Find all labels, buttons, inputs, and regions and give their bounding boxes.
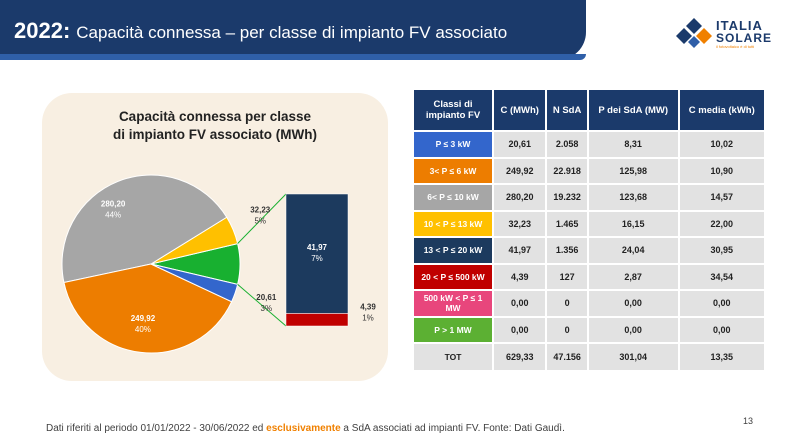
slice-pct-label-1: 40% [135, 325, 151, 334]
connector-bottom [237, 284, 287, 327]
table-cell-p: 0,00 [586, 289, 680, 318]
table-cell-n: 0 [545, 315, 589, 344]
table-cell-c: 4,39 [491, 262, 548, 291]
table-cell-n: 0 [545, 289, 589, 318]
table-cell-c: 20,61 [491, 130, 548, 159]
header-classi: Classi di impianto FV [412, 88, 494, 132]
bar-value-label-5: 4,39 [360, 303, 376, 312]
table-cell-n: 19.232 [545, 183, 589, 212]
table-cell-c: 41,97 [491, 236, 548, 265]
table-total-row: TOT 629,33 47.156 301,04 13,35 [412, 342, 767, 372]
table-cell-cm: 30,95 [677, 236, 767, 265]
table-row: 3< P ≤ 6 kW 249,92 22.918 125,98 10,90 [412, 156, 767, 185]
chart-title-line2: di impianto FV associato (MWh) [112, 127, 317, 142]
footnote-after: a SdA associati ad impianti FV. Fonte: D… [340, 423, 565, 434]
header-c: C (MWh) [491, 88, 548, 132]
table-cell-p: 8,31 [586, 130, 680, 159]
table-row: 500 kW < P ≤ 1 MW 0,00 0 0,00 0,00 [412, 289, 767, 318]
table-row: 6< P ≤ 10 kW 280,20 19.232 123,68 14,57 [412, 183, 767, 212]
table-row: 10 < P ≤ 13 kW 32,23 1.465 16,15 22,00 [412, 209, 767, 238]
table-cell-c: 249,92 [491, 156, 548, 185]
table-cell-n: 22.918 [545, 156, 589, 185]
table-cell-p: 2,87 [586, 262, 680, 291]
table-cell-total-c: 629,33 [491, 342, 548, 372]
table-cell-p: 16,15 [586, 209, 680, 238]
table-cell-total-cm: 13,35 [677, 342, 767, 372]
table-cell-n: 1.356 [545, 236, 589, 265]
table-cell-cm: 22,00 [677, 209, 767, 238]
table-cell-c: 0,00 [491, 315, 548, 344]
header-n: N SdA [545, 88, 589, 132]
logo-line2: SOLARE [716, 31, 773, 45]
chart-title-line1: Capacità connessa per classe [118, 109, 312, 124]
bar-pct-label-5: 1% [362, 314, 374, 323]
table-cell-class: 20 < P ≤ 500 kW [412, 262, 494, 291]
table-cell-n: 2.058 [545, 130, 589, 159]
table-cell-class: 6< P ≤ 10 kW [412, 183, 494, 212]
table-cell-cm: 14,57 [677, 183, 767, 212]
slice-pct-label-3: 5% [254, 216, 266, 225]
table-cell-c: 280,20 [491, 183, 548, 212]
header-p: P dei SdA (MW) [586, 88, 680, 132]
chart-title: Capacità connessa per classe di impianto… [42, 108, 388, 144]
table-cell-c: 32,23 [491, 209, 548, 238]
table-cell-cm: 34,54 [677, 262, 767, 291]
table-cell-p: 123,68 [586, 183, 680, 212]
slice-pct-label-2: 44% [105, 210, 121, 219]
header-bar [0, 0, 586, 60]
table-cell-class: P ≤ 3 kW [412, 130, 494, 159]
table-cell-class: 13 < P ≤ 20 kW [412, 236, 494, 265]
footnote-before: Dati riferiti al periodo 01/01/2022 - 30… [46, 423, 267, 434]
table-header-row: Classi di impianto FV C (MWh) N SdA P de… [412, 88, 767, 132]
slice-pct-label-0: 3% [261, 304, 273, 313]
table-row: 20 < P ≤ 500 kW 4,39 127 2,87 34,54 [412, 262, 767, 291]
bar-segment-4 [285, 193, 349, 314]
slice-value-label-2: 280,20 [101, 199, 126, 208]
table-cell-class: 10 < P ≤ 13 kW [412, 209, 494, 238]
bar-value-label-4: 41,97 [307, 243, 328, 252]
table-cell-cm: 10,90 [677, 156, 767, 185]
slice-value-label-0: 20,61 [256, 293, 277, 302]
title-year: 2022: [14, 18, 71, 43]
table-row: 13 < P ≤ 20 kW 41,97 1.356 24,04 30,95 [412, 236, 767, 265]
header-cm: C media (kWh) [677, 88, 767, 132]
slice-value-label-1: 249,92 [131, 314, 156, 323]
logo-mark-icon [676, 18, 712, 48]
bar-pct-label-4: 7% [311, 254, 323, 263]
bar-segment-5 [285, 313, 349, 327]
pie-slice-2 [61, 174, 228, 284]
table-cell-class: 3< P ≤ 6 kW [412, 156, 494, 185]
italia-solare-logo: ITALIA SOLARE il fotovoltaico è di tutti [676, 16, 782, 50]
table-cell-cm: 0,00 [677, 315, 767, 344]
table-cell-cm: 0,00 [677, 289, 767, 318]
table-cell-total-n: 47.156 [545, 342, 589, 372]
table-cell-cm: 10,02 [677, 130, 767, 159]
table-cell-p: 0,00 [586, 315, 680, 344]
data-table: Classi di impianto FV C (MWh) N SdA P de… [412, 88, 767, 372]
page-number: 13 [743, 416, 754, 426]
connector-top [237, 193, 287, 244]
page-title: 2022: Capacità connessa – per classe di i… [14, 18, 507, 44]
footnote: Dati riferiti al periodo 01/01/2022 - 30… [46, 423, 565, 434]
title-subtitle: Capacità connessa – per classe di impian… [76, 23, 508, 42]
table-cell-total-label: TOT [412, 342, 494, 372]
header-accent-line [0, 54, 586, 60]
pie-slice-1 [63, 263, 233, 354]
table-cell-p: 125,98 [586, 156, 680, 185]
table-cell-p: 24,04 [586, 236, 680, 265]
table-row: P ≤ 3 kW 20,61 2.058 8,31 10,02 [412, 130, 767, 159]
logo-tagline: il fotovoltaico è di tutti [716, 44, 755, 49]
table-cell-c: 0,00 [491, 289, 548, 318]
table-cell-n: 1.465 [545, 209, 589, 238]
footnote-emphasis: esclusivamente [266, 423, 341, 434]
table-cell-class: 500 kW < P ≤ 1 MW [412, 289, 494, 318]
table-cell-n: 127 [545, 262, 589, 291]
table-cell-class: P > 1 MW [412, 315, 494, 344]
slice-value-label-3: 32,23 [250, 205, 271, 214]
logo-line1: ITALIA [716, 18, 763, 33]
table-row: P > 1 MW 0,00 0 0,00 0,00 [412, 315, 767, 344]
table-cell-total-p: 301,04 [586, 342, 680, 372]
